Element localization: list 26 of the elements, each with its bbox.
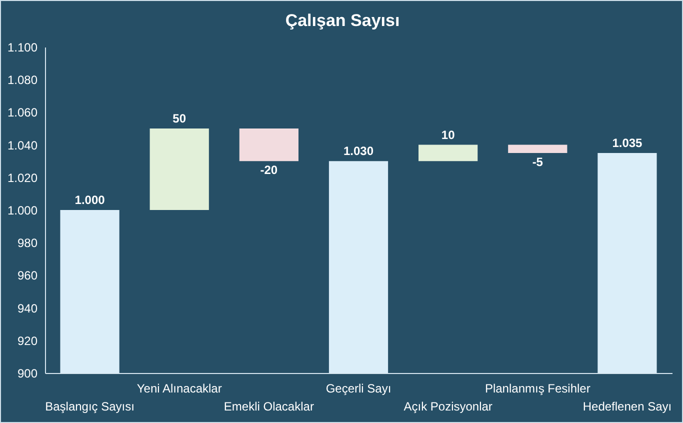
data-label: -5 bbox=[532, 154, 544, 169]
y-tick-label: 1.020 bbox=[7, 170, 38, 185]
x-tick-label: Açık Pozisyonlar bbox=[404, 400, 492, 414]
y-tick-label: 900 bbox=[17, 366, 38, 380]
y-tick-label: 920 bbox=[17, 334, 38, 348]
y-tick-label: 980 bbox=[17, 236, 38, 250]
data-label: 50 bbox=[172, 112, 186, 126]
y-tick-label: 960 bbox=[17, 268, 38, 283]
x-tick-label: Planlanmış Fesihler bbox=[484, 382, 590, 396]
x-tick-label: Yeni Alınacaklar bbox=[136, 382, 222, 396]
data-label: 1.000 bbox=[74, 193, 106, 207]
y-tick-label: 940 bbox=[17, 301, 38, 316]
x-tick-label: Emekli Olacaklar bbox=[224, 400, 314, 414]
y-tick-label: 1.060 bbox=[7, 106, 38, 120]
y-tick-label: 1.000 bbox=[7, 204, 38, 218]
x-tick-label: Geçerli Sayı bbox=[326, 382, 392, 396]
data-label: 1.035 bbox=[612, 136, 643, 150]
y-tick-label: 1.040 bbox=[7, 138, 38, 152]
x-tick-label: Başlangıç Sayısı bbox=[45, 400, 134, 414]
data-label: 10 bbox=[441, 128, 456, 142]
y-tick-label: 1.100 bbox=[7, 40, 38, 54]
x-tick-label: Hedeflenen Sayı bbox=[582, 400, 672, 414]
y-tick-label: 1.080 bbox=[7, 73, 38, 88]
chart-title: Çalışan Sayısı bbox=[285, 11, 400, 30]
data-label: -20 bbox=[260, 163, 278, 178]
data-label: 1.030 bbox=[343, 144, 374, 158]
